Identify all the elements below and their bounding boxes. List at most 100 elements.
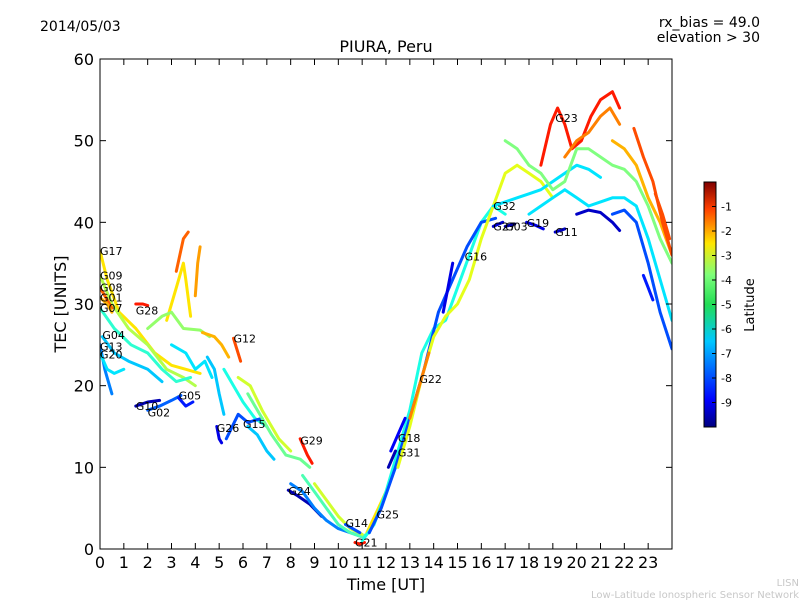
x-tick-label: 11 <box>352 553 372 572</box>
y-tick-label: 40 <box>74 213 94 232</box>
x-tick-label: 20 <box>566 553 586 572</box>
tec-track-g03 <box>503 222 517 228</box>
colorbar-tick-label: -2 <box>721 225 732 238</box>
y-axis-label: TEC [UNITS] <box>51 256 70 354</box>
x-tick-label: 0 <box>95 553 105 572</box>
tec-track-g20 <box>100 351 126 375</box>
satellite-label: G19 <box>527 217 550 230</box>
tec-track-g26b <box>205 355 226 416</box>
tec-track-g18 <box>389 416 407 453</box>
x-tick-label: 14 <box>423 553 443 572</box>
x-tick-label: 16 <box>471 553 491 572</box>
colorbar-tick-label: -3 <box>721 250 732 263</box>
y-axis: 0 10 20 30 40 50 60 <box>74 50 672 559</box>
x-tick-label: 5 <box>214 553 224 572</box>
tec-track-desc3 <box>246 425 276 461</box>
tec-track-mid1 <box>146 310 212 339</box>
colorbar-tick-label: -6 <box>721 323 732 336</box>
colorbar-tick-label: -1 <box>721 201 732 214</box>
satellite-label: G02 <box>148 407 171 420</box>
tec-track-g14 <box>344 523 362 535</box>
satellite-label: G03 <box>505 220 528 233</box>
satellite-label: G09 <box>100 269 123 282</box>
tec-track-g10 <box>134 398 162 408</box>
tec-track-tail3 <box>575 208 622 232</box>
colorbar-tick-label: -7 <box>721 348 732 361</box>
satellite-label: G24 <box>288 485 311 498</box>
colorbar-tick-label: -8 <box>721 372 732 385</box>
chart-title: PIURA, Peru <box>339 37 432 56</box>
tec-track-peak5 <box>610 139 672 257</box>
satellite-label: G17 <box>100 245 123 258</box>
x-tick-label: 1 <box>119 553 129 572</box>
tec-track-g05 <box>177 396 195 408</box>
satellite-label: G21 <box>355 536 378 549</box>
satellite-label: G18 <box>398 432 421 445</box>
x-tick-label: 19 <box>543 553 563 572</box>
satellite-label: G08 <box>100 282 123 295</box>
x-tick-label: 8 <box>286 553 296 572</box>
x-tick-label: 21 <box>590 553 610 572</box>
y-tick-label: 0 <box>84 540 94 559</box>
tec-track-g04 <box>100 335 164 384</box>
tec-track-peak3 <box>503 139 672 265</box>
satellite-label: G26 <box>217 422 240 435</box>
tec-track-g07 <box>100 306 193 384</box>
satellite-label: G32 <box>493 200 516 213</box>
tec-track-g08 <box>100 286 114 310</box>
tec-track-spike <box>193 245 202 298</box>
satellite-label: G10 <box>136 400 159 413</box>
tec-track-g17 <box>100 249 202 375</box>
tec-track-valley2 <box>301 474 371 539</box>
satellite-label: G28 <box>136 305 159 318</box>
tec-track-g01 <box>100 296 114 314</box>
footer-lisn: LISN <box>777 578 799 589</box>
series-layer <box>100 90 672 546</box>
colorbar-label: Latitude <box>743 278 758 332</box>
satellite-label: G13 <box>100 340 123 353</box>
colorbar-ticks: -1 -2 -3 -4 -5 -6 -7 -8 -9 <box>712 201 732 410</box>
x-tick-label: 15 <box>447 553 467 572</box>
tec-track-g16 <box>441 261 455 314</box>
x-tick-label: 9 <box>309 553 319 572</box>
y-tick-label: 20 <box>74 377 94 396</box>
tec-track-g23 <box>539 90 622 167</box>
y-tick-label: 50 <box>74 132 94 151</box>
x-tick-label: 22 <box>614 553 634 572</box>
tec-track-rise2 <box>174 230 190 273</box>
x-tick-label: 18 <box>519 553 539 572</box>
tec-track-g19 <box>525 220 545 231</box>
tec-track-g22 <box>408 351 431 420</box>
satellite-label: G12 <box>233 332 256 345</box>
colorbar-tick-label: -5 <box>721 299 732 312</box>
satellite-label: G23 <box>555 112 578 125</box>
satellite-label: G14 <box>345 517 368 530</box>
date-label: 2014/05/03 <box>40 19 121 35</box>
tec-track-g15b <box>224 412 264 441</box>
x-tick-label: 3 <box>166 553 176 572</box>
satellite-label: G22 <box>419 373 442 386</box>
colorbar-tick-label: -4 <box>721 274 732 287</box>
x-tick-label: 6 <box>238 553 248 572</box>
tec-track-g11 <box>553 227 567 234</box>
tec-track-rise <box>165 261 193 322</box>
satellite-label: G29 <box>300 434 323 447</box>
y-tick-label: 30 <box>74 295 94 314</box>
tec-track-g29 <box>298 437 314 465</box>
footer-network: Low-Latitude Ionospheric Sensor Network <box>591 590 799 600</box>
satellite-label: G01 <box>100 291 123 304</box>
x-tick-label: 23 <box>638 553 658 572</box>
tec-track-tail5 <box>653 192 672 241</box>
y-tick-label: 10 <box>74 458 94 477</box>
satellite-label: G05 <box>179 389 202 402</box>
tec-track-tail1 <box>610 208 672 351</box>
x-tick-label: 13 <box>400 553 420 572</box>
satellite-label: G25 <box>376 509 399 522</box>
tec-track-g26 <box>215 425 224 445</box>
tec-track-g27 <box>491 220 505 228</box>
rx-bias-label: rx_bias = 49.0 <box>659 15 760 31</box>
x-tick-label: 17 <box>495 553 515 572</box>
tec-track-g12 <box>201 331 231 359</box>
